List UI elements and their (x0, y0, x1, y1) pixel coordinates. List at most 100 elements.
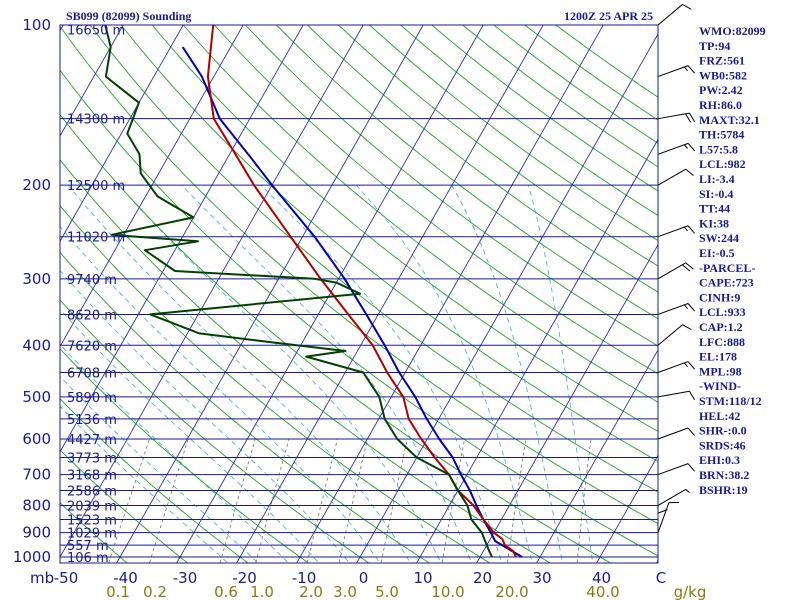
wind-barb (657, 501, 679, 533)
pressure-unit-label: mb (30, 569, 54, 587)
height-label: 106 m (67, 551, 109, 566)
index-value: BRN:38.2 (699, 468, 749, 482)
index-value: SW:244 (699, 231, 739, 245)
mixing-ratio-tick-label: 40.0 (586, 583, 619, 600)
wind-barb (657, 361, 695, 373)
index-value: KI:38 (699, 216, 729, 230)
index-value: TT:44 (699, 202, 730, 216)
isotherm-line (296, 25, 604, 563)
pressure-label: 600 (22, 430, 51, 448)
temperature-tick-label: -30 (173, 569, 198, 587)
dry-adiabat-line (151, 25, 658, 432)
isotherm-line (416, 138, 658, 563)
height-label: 1029 m (67, 527, 117, 542)
dry-adiabat-line (307, 25, 658, 293)
index-value: CAPE:723 (699, 276, 754, 290)
moist-adiabat-line (528, 184, 594, 563)
dewpoint-profile-line (104, 25, 493, 558)
mixing-ratio-tick-label: 10.0 (431, 583, 464, 600)
index-value: CAP:1.2 (699, 320, 743, 334)
dry-adiabat-line (60, 69, 658, 557)
wind-barb (657, 324, 692, 346)
moist-adiabats (60, 184, 594, 563)
valid-time: 1200Z 25 APR 25 (564, 9, 653, 23)
height-label: 11020 m (67, 231, 125, 246)
dry-adiabat-line (89, 25, 658, 493)
index-value: EL:178 (699, 350, 737, 364)
temperature-tick-label: 20 (473, 569, 492, 587)
index-value: LCL:982 (699, 157, 746, 171)
height-label: 2586 m (67, 485, 117, 500)
wind-barb (657, 168, 694, 186)
dry-adiabat-line (338, 25, 658, 267)
index-value: BSHR:19 (699, 483, 748, 497)
dry-adiabat-line (60, 159, 552, 563)
pressure-label: 500 (22, 388, 51, 406)
index-panel: WMO:82099TP:94FRZ:561WB0:582PW:2.42RH:86… (699, 24, 766, 497)
mixing-ratio-tick-label: 1.0 (250, 583, 274, 600)
dry-adiabat-line (182, 25, 658, 403)
pressure-label: 900 (22, 524, 51, 542)
dry-adiabat-line (60, 251, 431, 563)
height-label: 5890 m (67, 391, 117, 406)
index-value: L57:5.8 (699, 142, 738, 156)
height-label: 12500 m (67, 179, 125, 194)
temperature-tick-label: C (656, 569, 666, 587)
pressure-label: 700 (22, 466, 51, 484)
pressure-label: 100 (22, 16, 51, 34)
dry-adiabat-line (213, 25, 658, 375)
moist-adiabat-line (67, 184, 411, 563)
isotherm-line (476, 243, 658, 563)
height-label: 4427 m (67, 433, 117, 448)
index-value: SI:-0.4 (699, 187, 733, 201)
moist-adiabat-line (60, 343, 289, 563)
dry-adiabat-line (60, 449, 189, 563)
height-label: 8620 m (67, 308, 117, 323)
mixing-ratio-line (380, 438, 408, 563)
dry-adiabats (60, 25, 658, 563)
isotherm-line (176, 25, 484, 563)
index-value: PW:2.42 (699, 83, 743, 97)
index-value: MAXT:32.1 (699, 113, 760, 127)
wind-barb (657, 3, 692, 26)
moist-adiabat-line (355, 184, 533, 563)
mixing-ratio-line (441, 438, 465, 563)
mixing-ratio-tick-label: g/kg (674, 583, 707, 600)
wind-barb (657, 390, 696, 401)
index-value: EHI:0.3 (699, 453, 740, 467)
dry-adiabat-line (60, 348, 310, 563)
dry-adiabat-line (60, 25, 658, 525)
index-value: HEL:42 (699, 409, 740, 423)
temperature-tick-label: -10 (292, 569, 317, 587)
wind-barb (657, 262, 694, 280)
index-value: LCL:933 (699, 305, 746, 319)
moist-adiabat-line (181, 184, 472, 563)
isotherm-line (60, 25, 304, 453)
index-value: LFC:888 (699, 335, 745, 349)
isotherms (60, 25, 658, 563)
isotherm-line (60, 25, 244, 348)
pressure-label: 300 (22, 270, 51, 288)
wind-barb (657, 303, 695, 315)
mixing-ratio-line (507, 438, 527, 563)
dry-adiabat-line (276, 25, 658, 320)
mixing-ratio-line (108, 438, 150, 563)
height-label: 3168 m (67, 469, 117, 484)
index-value: CINH:9 (699, 290, 740, 304)
moist-adiabat-line (118, 184, 442, 563)
mixing-ratio-tick-label: 2.0 (299, 583, 323, 600)
index-value: SHR-:0.0 (699, 424, 747, 438)
dry-adiabat-line (60, 398, 249, 563)
height-label: 5136 m (67, 413, 117, 428)
temperature-tick-label: 40 (592, 569, 611, 587)
moist-adiabat-line (60, 270, 350, 563)
pressure-label: 400 (22, 336, 51, 354)
wind-barb (657, 463, 695, 476)
index-value: TP:94 (699, 39, 730, 53)
height-label: 1523 m (67, 513, 117, 528)
temperature-tick-label: 10 (413, 569, 432, 587)
pressure-label: 1000 (13, 548, 51, 566)
mixing-ratio-tick-label: 3.0 (333, 583, 357, 600)
moist-adiabat-line (60, 375, 259, 563)
